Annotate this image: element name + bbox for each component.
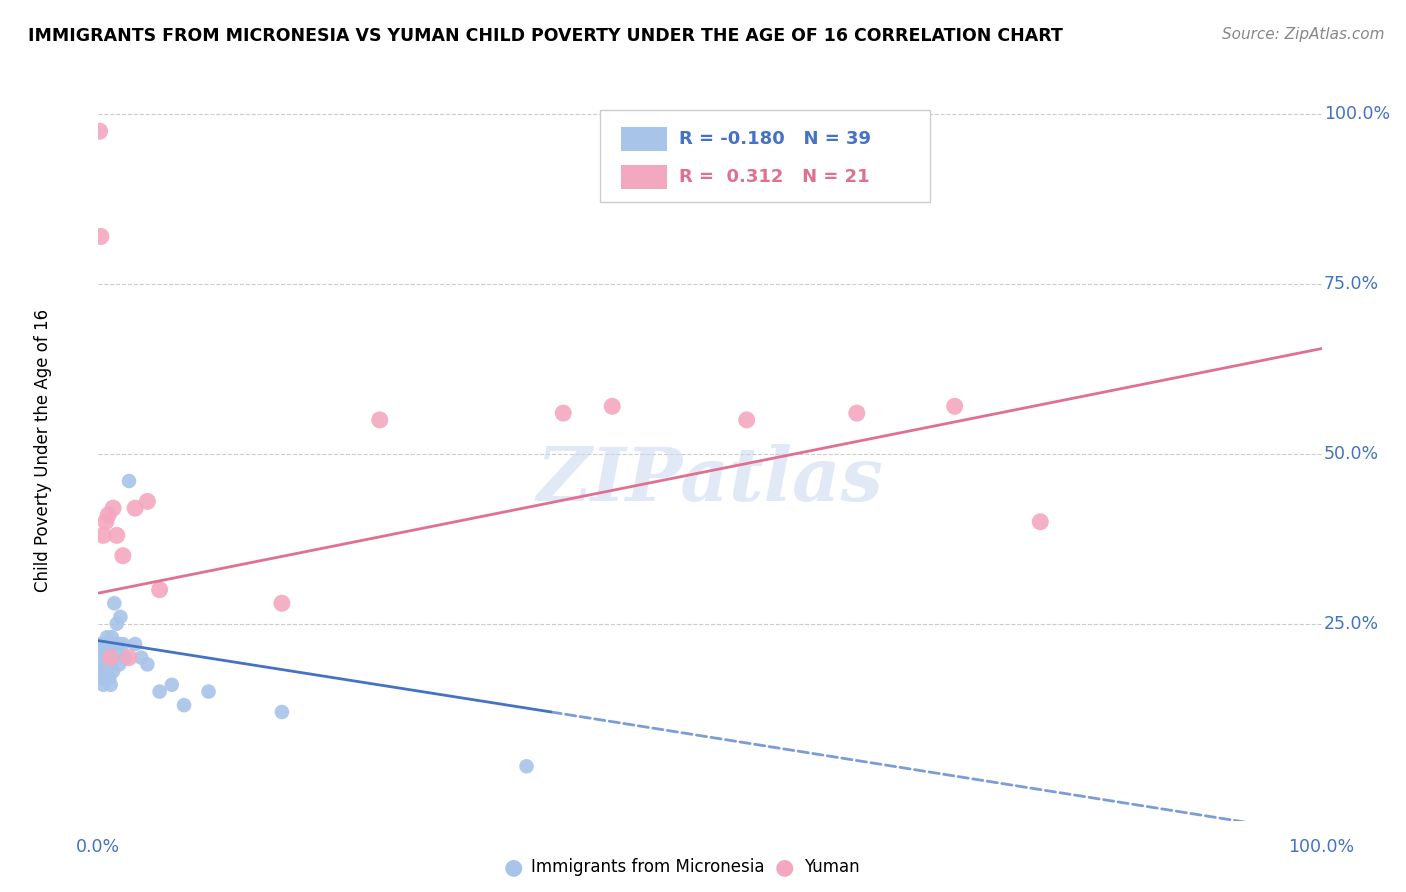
Text: 100.0%: 100.0% [1288,838,1355,855]
Text: 100.0%: 100.0% [1324,105,1391,123]
Text: R = -0.180   N = 39: R = -0.180 N = 39 [679,129,872,148]
Point [89,657,111,672]
Point [89,124,111,138]
Point [103,596,125,610]
Point [91,671,114,685]
Point [270,596,294,610]
Point [735,413,758,427]
Point [101,664,124,678]
Point [91,644,114,658]
Point [105,528,128,542]
Point [98,650,121,665]
Point [136,494,159,508]
Point [1029,515,1052,529]
Text: Immigrants from Micronesia: Immigrants from Micronesia [531,858,765,876]
Point [173,698,195,713]
FancyBboxPatch shape [620,127,668,151]
Point [97,508,120,522]
Point [197,684,219,698]
Point [270,705,294,719]
Point [108,657,131,672]
Point [90,664,112,678]
Point [114,650,136,665]
Point [149,582,172,597]
Point [94,515,117,529]
Point [129,650,152,665]
Point [91,650,114,665]
Point [93,664,115,678]
Point [90,637,112,651]
Text: IMMIGRANTS FROM MICRONESIA VS YUMAN CHILD POVERTY UNDER THE AGE OF 16 CORRELATIO: IMMIGRANTS FROM MICRONESIA VS YUMAN CHIL… [28,27,1063,45]
Point [101,501,124,516]
Point [110,610,132,624]
Point [101,630,124,644]
Point [100,678,122,692]
Point [97,657,120,672]
Text: 50.0%: 50.0% [1324,445,1379,463]
Text: ZIPatlas: ZIPatlas [537,444,883,516]
Point [136,657,159,672]
Point [107,637,129,651]
Point [96,630,118,644]
FancyBboxPatch shape [600,110,931,202]
Point [118,474,141,488]
Text: ●: ● [503,857,523,877]
Point [98,671,121,685]
Text: ●: ● [775,857,794,877]
Point [105,616,128,631]
Point [160,678,183,692]
Point [124,501,146,516]
Point [118,650,141,665]
Point [124,637,146,651]
Text: Source: ZipAtlas.com: Source: ZipAtlas.com [1222,27,1385,42]
Point [94,671,117,685]
Point [97,637,120,651]
Point [90,229,112,244]
Point [91,678,114,692]
Point [111,637,134,651]
FancyBboxPatch shape [620,165,668,189]
Point [553,406,575,420]
Point [515,759,537,773]
Point [93,637,115,651]
Text: 0.0%: 0.0% [76,838,121,855]
Point [100,657,122,672]
Point [104,644,127,658]
Text: 25.0%: 25.0% [1324,615,1379,632]
Point [94,644,117,658]
Point [91,528,114,542]
Point [100,650,122,665]
Text: Yuman: Yuman [804,858,860,876]
Text: Child Poverty Under the Age of 16: Child Poverty Under the Age of 16 [34,309,52,592]
Point [943,400,966,414]
Point [845,406,868,420]
Point [96,650,118,665]
Point [149,684,172,698]
Text: R =  0.312   N = 21: R = 0.312 N = 21 [679,169,870,186]
Point [111,549,134,563]
Text: 75.0%: 75.0% [1324,275,1379,293]
Point [600,400,623,414]
Point [368,413,391,427]
